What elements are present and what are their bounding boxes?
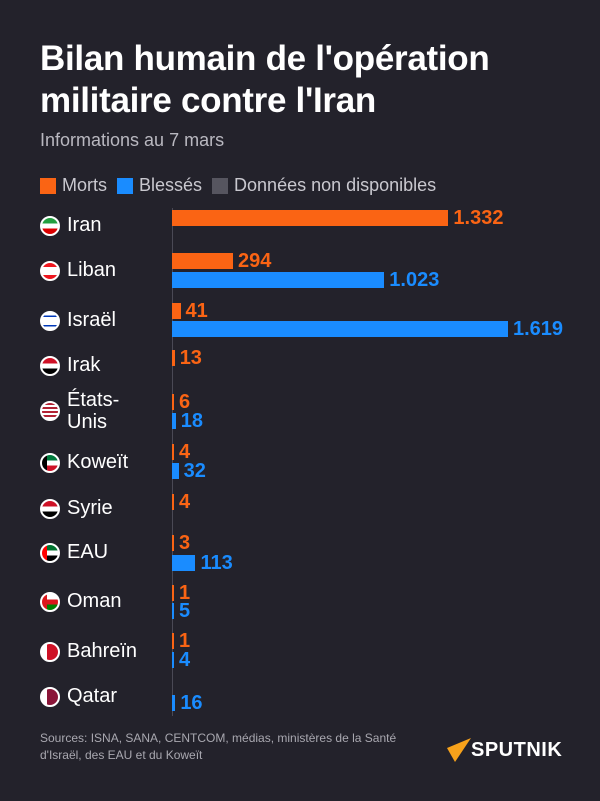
- legend-label: Données non disponibles: [234, 175, 437, 195]
- blesses-bar: [172, 652, 174, 668]
- country-label-3: Irak: [40, 354, 100, 377]
- country-name: Liban: [67, 259, 116, 281]
- morts-value-label: 41: [185, 300, 208, 322]
- country-label-1: Liban: [40, 259, 116, 282]
- country-label-5: Koweït: [40, 451, 128, 474]
- morts-bar: [172, 585, 174, 601]
- logo-text: SPUTNIK: [471, 738, 563, 761]
- morts-value-label: 294: [238, 250, 272, 272]
- morts-bar: [172, 253, 233, 269]
- sputnik-logo: SPUTNIK: [445, 738, 562, 762]
- country-name: Qatar: [67, 685, 118, 707]
- blesses-bar: [172, 695, 176, 711]
- blesses-bar: [172, 272, 385, 288]
- flag-icon: [40, 310, 60, 331]
- country-name: Koweït: [67, 451, 129, 473]
- morts-bar: [172, 303, 181, 319]
- morts-value-label: 4: [179, 491, 191, 513]
- morts-value-label: 1.332: [453, 207, 504, 229]
- country-label-2: Israël: [40, 309, 116, 332]
- morts-bar: [172, 210, 449, 226]
- legend-label: Blessés: [139, 175, 203, 195]
- morts-value-label: 1: [179, 582, 191, 604]
- country-name: États- Unis: [67, 389, 120, 433]
- blesses-value-label: 16: [180, 692, 203, 714]
- blesses-value-label: 4: [179, 649, 191, 671]
- country-name: Bahreïn: [67, 640, 138, 662]
- legend: Morts Blessés Données non disponibles: [40, 175, 446, 196]
- morts-bar: [172, 350, 175, 366]
- morts-value-label: 13: [179, 347, 202, 369]
- country-name: Israël: [67, 309, 116, 331]
- sources-note: Sources: ISNA, SANA, CENTCOM, médias, mi…: [40, 731, 397, 762]
- legend-item-blesses: Blessés: [117, 175, 202, 196]
- country-label-4: États- Unis: [40, 389, 119, 433]
- blesses-bar: [172, 463, 179, 479]
- country-label-9: Bahreïn: [40, 640, 137, 663]
- blesses-bar: [172, 603, 174, 619]
- legend-label: Morts: [62, 175, 107, 195]
- morts-bar: [172, 535, 174, 551]
- morts-bar: [172, 394, 174, 410]
- morts-bar: [172, 633, 174, 649]
- legend-item-na: Données non disponibles: [212, 175, 436, 196]
- flag-icon: [40, 401, 60, 421]
- legend-swatch-blesses: [117, 177, 133, 194]
- morts-value-label: 6: [179, 391, 191, 413]
- morts-bar: [172, 494, 174, 510]
- legend-swatch-morts: [40, 177, 56, 194]
- country-name: Iran: [67, 214, 102, 236]
- blesses-value-label: 32: [183, 460, 206, 482]
- blesses-bar: [172, 413, 176, 429]
- blesses-value-label: 5: [179, 600, 191, 622]
- country-name: EAU: [67, 541, 109, 563]
- chart-title: Bilan humain de l'opération militaire co…: [40, 39, 490, 120]
- country-label-0: Iran: [40, 214, 101, 237]
- morts-value-label: 4: [179, 441, 191, 463]
- flag-icon: [40, 591, 60, 612]
- country-label-8: Oman: [40, 590, 121, 613]
- morts-bar: [172, 444, 174, 460]
- blesses-bar: [172, 321, 508, 337]
- legend-item-morts: Morts: [40, 175, 107, 196]
- flag-icon: [40, 542, 60, 563]
- flag-icon: [40, 686, 60, 707]
- blesses-value-label: 18: [180, 410, 203, 432]
- country-name: Irak: [67, 354, 101, 376]
- blesses-value-label: 1.023: [389, 269, 440, 291]
- axis-line: [172, 208, 173, 716]
- flag-icon: [40, 641, 60, 662]
- country-name: Oman: [67, 590, 122, 612]
- flag-icon: [40, 452, 60, 473]
- chart-subtitle: Informations au 7 mars: [40, 130, 225, 150]
- country-label-6: Syrie: [40, 497, 113, 520]
- blesses-value-label: 1.619: [513, 318, 564, 340]
- blesses-value-label: 113: [200, 552, 233, 574]
- morts-value-label: 1: [179, 630, 191, 652]
- country-name: Syrie: [67, 497, 113, 519]
- flag-icon: [40, 260, 60, 281]
- flag-icon: [40, 355, 60, 376]
- flag-icon: [40, 498, 60, 519]
- blesses-bar: [172, 555, 196, 571]
- morts-value-label: 3: [179, 532, 191, 554]
- country-label-7: EAU: [40, 541, 108, 564]
- legend-swatch-na: [212, 177, 229, 194]
- flag-icon: [40, 215, 60, 236]
- country-label-10: Qatar: [40, 685, 117, 708]
- sputnik-logo-icon: [447, 738, 471, 762]
